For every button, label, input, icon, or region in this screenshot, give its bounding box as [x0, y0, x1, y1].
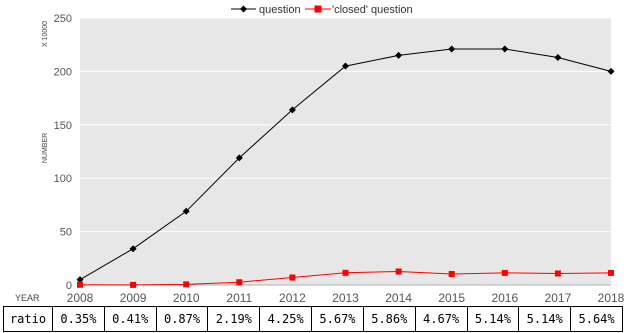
ratio-cell-2014: 5.86% — [362, 306, 416, 332]
data-point-question-2013 — [342, 62, 349, 70]
legend-label-question: question — [259, 4, 301, 16]
data-point-question-2008 — [76, 276, 84, 284]
y-tick-label: 200 — [54, 66, 72, 78]
ratio-cell-2018: 5.64% — [570, 306, 623, 332]
x-tick-label: 2017 — [545, 291, 572, 305]
gridlines — [80, 17, 611, 233]
x-tick-label: 2015 — [438, 291, 465, 305]
data-point-question-2014 — [395, 51, 403, 59]
data-point-question-2011 — [235, 154, 243, 162]
x-tick-label: 2013 — [332, 291, 359, 305]
data-point-closed-question-2010 — [183, 281, 190, 288]
x-axis-title: YEAR — [15, 293, 40, 303]
ratio-cell-2008: 0.35% — [52, 306, 105, 332]
data-point-question-2009 — [129, 245, 137, 253]
y-tick-label: 50 — [60, 227, 72, 239]
ratio-cell-2009: 0.41% — [103, 306, 157, 332]
y-tick-label: 100 — [54, 173, 72, 185]
ratio-cell-2012: 4.25% — [259, 306, 313, 332]
x-tick-label: 2011 — [226, 291, 252, 305]
x-tick-label: 2009 — [120, 291, 147, 305]
data-point-question-2015 — [448, 45, 456, 53]
legend-marker-closed-question — [314, 5, 322, 13]
data-point-question-2018 — [607, 67, 615, 75]
plot-area — [80, 18, 611, 285]
legend-label-closed-question: 'closed' question — [332, 4, 413, 16]
y-axis-title: NUMBER — [42, 133, 49, 163]
legend-marker-question — [240, 5, 247, 13]
data-point-question-2016 — [501, 45, 509, 53]
ratio-cell-2013: 5.67% — [311, 306, 364, 332]
data-point-closed-question-2018 — [608, 269, 614, 276]
data-point-closed-question-2011 — [236, 279, 243, 286]
data-point-question-2012 — [288, 106, 296, 114]
x-tick-labels: 2008 2009 2010 2011 2012 2013 2014 2015 2016 2017… — [67, 291, 625, 305]
data-point-closed-question-2013 — [342, 269, 349, 276]
x-tick-label: 2012 — [279, 291, 306, 305]
ratio-cell-2016: 5.14% — [466, 306, 520, 332]
data-point-closed-question-2015 — [448, 270, 455, 277]
x-tick-label: 2018 — [598, 291, 625, 305]
x-tick-label: 2014 — [385, 291, 412, 305]
data-point-closed-question-2017 — [554, 270, 561, 277]
data-point-closed-question-2014 — [395, 268, 402, 275]
ratio-cell-2015: 4.67% — [414, 306, 468, 332]
data-point-question-2017 — [554, 54, 562, 62]
ratio-table: ratio 0.35% 0.41% 0.87% 2.19% 4.25% 5.67… — [3, 306, 623, 332]
ratio-row-label: ratio — [3, 306, 53, 332]
legend: question 'closed' question — [231, 4, 413, 16]
x-tick-label: 2008 — [67, 291, 94, 305]
data-point-closed-question-2016 — [501, 269, 508, 276]
ratio-cell-2011: 2.19% — [207, 306, 261, 332]
x-tick-label: 2010 — [173, 291, 200, 305]
y-tick-label: 0 — [66, 280, 72, 292]
data-point-question-2010 — [182, 207, 190, 215]
x-tick-label: 2016 — [491, 291, 518, 305]
data-point-closed-question-2009 — [130, 281, 137, 288]
ratio-cell-2010: 0.87% — [155, 306, 209, 332]
data-point-closed-question-2008 — [77, 281, 83, 288]
y-tick-label: 150 — [54, 120, 72, 132]
series-group — [76, 45, 615, 288]
data-point-closed-question-2012 — [289, 274, 296, 281]
y-tick-label: 250 — [54, 13, 72, 25]
ratio-row: ratio 0.35% 0.41% 0.87% 2.19% 4.25% 5.67… — [3, 306, 623, 332]
ratio-cell-2017: 5.14% — [518, 306, 572, 332]
y-tick-labels: 0 50 100 150 200 250 — [54, 13, 72, 292]
y-axis-unit-label: X 10000 — [42, 21, 49, 47]
